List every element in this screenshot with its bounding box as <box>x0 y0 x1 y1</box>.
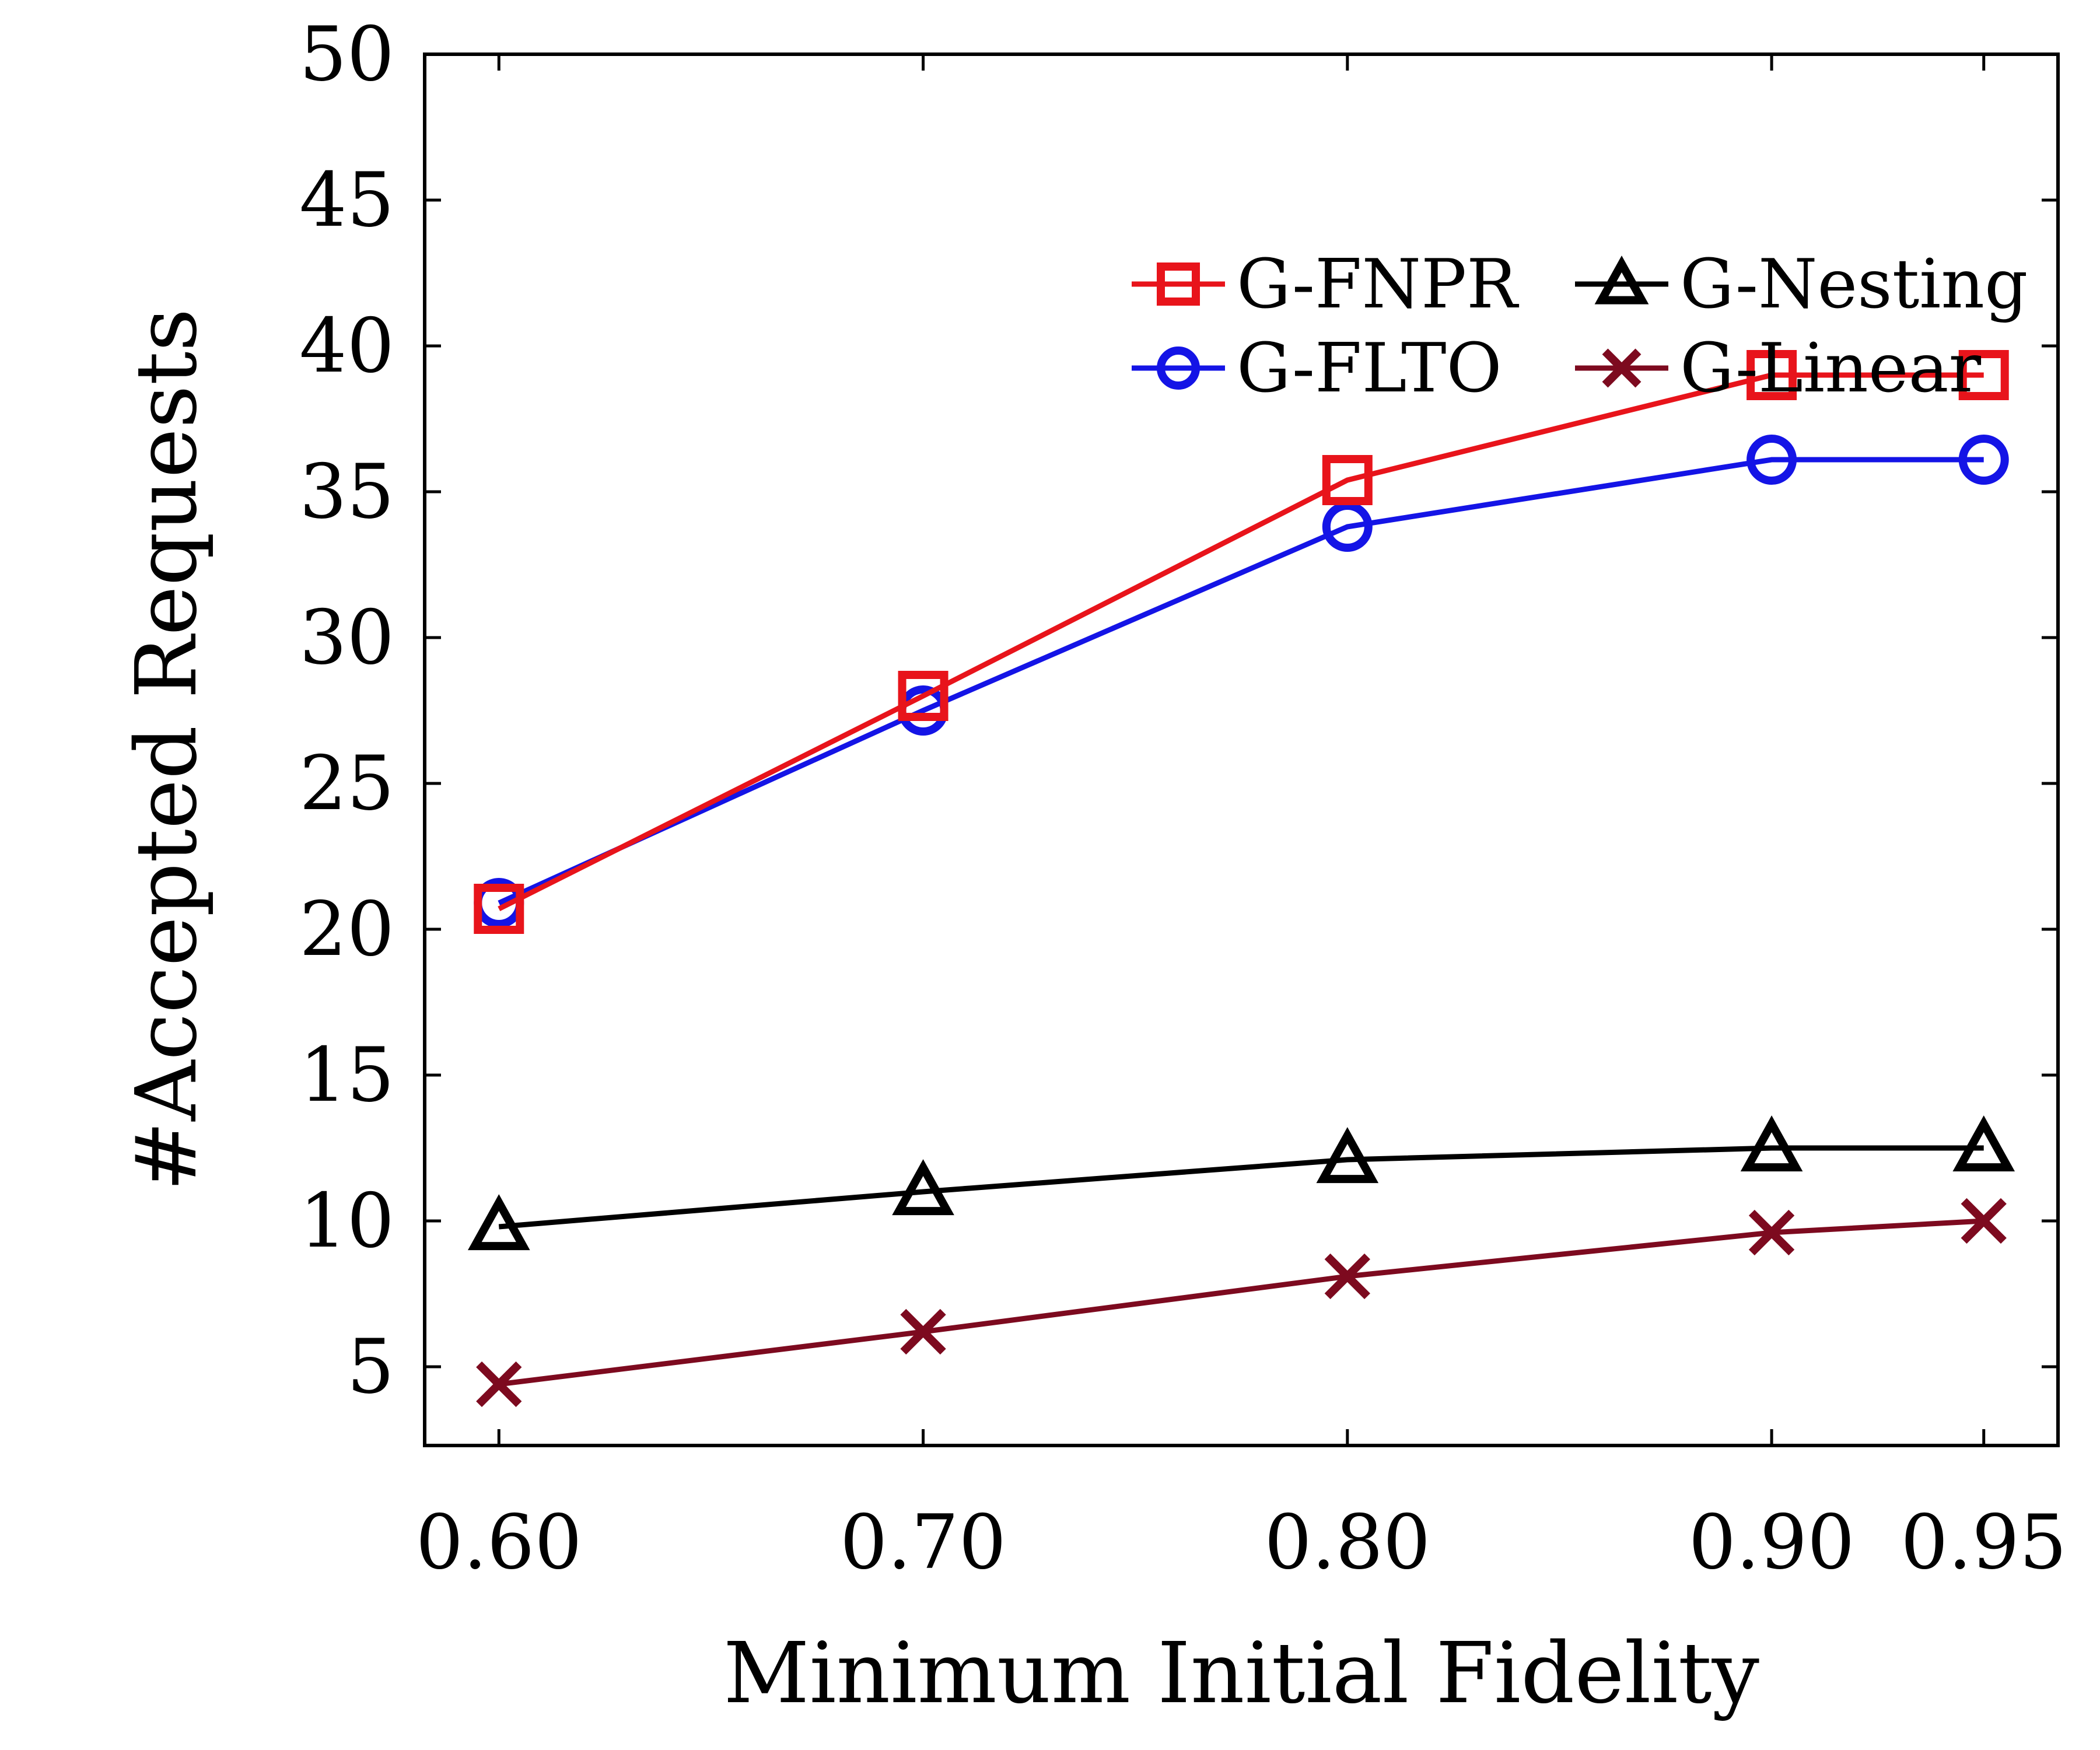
x-tick-label: 0.60 <box>416 1499 582 1586</box>
point-g-flto <box>1322 502 1373 552</box>
point-g-fnpr <box>898 671 949 721</box>
point-g-nesting <box>467 1194 530 1251</box>
y-tick-label: 35 <box>299 449 394 536</box>
legend-item-g-flto: G-FLTO <box>1132 329 1502 408</box>
series-g-fnpr <box>474 350 2009 934</box>
y-tick-label: 15 <box>299 1032 394 1119</box>
x-tick-label: 0.80 <box>1264 1499 1430 1586</box>
legend-label-g-linear: G-Linear <box>1680 329 1982 408</box>
y-tick-label: 30 <box>299 594 394 681</box>
point-g-fnpr <box>1322 455 1373 505</box>
point-g-fnpr <box>1958 350 2009 400</box>
legend-marker-g-fnpr <box>1157 262 1200 306</box>
point-g-linear-stroke <box>1961 1198 2007 1244</box>
x-tick-label: 0.90 <box>1689 1499 1855 1586</box>
point-g-fnpr <box>474 884 524 934</box>
y-tick-label: 45 <box>299 157 394 244</box>
legend-label-g-fnpr: G-FNPR <box>1237 245 1520 324</box>
series-g-linear <box>476 1198 2007 1408</box>
legend-label-g-nesting: G-Nesting <box>1680 245 2028 324</box>
point-g-linear <box>1324 1253 1370 1300</box>
y-tick-label: 50 <box>299 11 394 98</box>
legend-item-g-fnpr: G-FNPR <box>1132 245 1520 324</box>
point-g-fnpr <box>1746 350 1797 400</box>
legend-item-g-linear: G-Linear <box>1575 329 1982 408</box>
y-tick-label: 10 <box>299 1178 394 1265</box>
point-g-nesting <box>892 1159 954 1216</box>
x-tick-label: 0.95 <box>1901 1499 2067 1586</box>
legend-marker-g-nesting <box>1594 256 1649 304</box>
point-g-linear <box>900 1308 946 1355</box>
point-g-linear-stroke <box>900 1308 946 1355</box>
point-g-linear <box>1961 1198 2007 1244</box>
series-line-g-nesting <box>498 1145 1984 1230</box>
legend-item-g-nesting: G-Nesting <box>1575 245 2028 324</box>
plot-frame <box>423 52 2060 1447</box>
legend-marker-g-linear <box>1602 348 1642 388</box>
point-g-linear-stroke <box>1748 1209 1795 1256</box>
y-tick-label: 5 <box>347 1324 394 1410</box>
point-g-nesting <box>1316 1127 1379 1184</box>
point-g-linear-stroke <box>476 1361 522 1408</box>
point-g-linear-stroke <box>1324 1253 1370 1300</box>
series-line-g-fnpr <box>498 372 1984 912</box>
y-tick-label: 25 <box>299 740 394 827</box>
point-g-nesting <box>1952 1115 2015 1172</box>
y-tick-label: 40 <box>299 303 394 390</box>
series-g-nesting <box>467 1115 2015 1251</box>
legend-label-g-flto: G-FLTO <box>1237 329 1502 408</box>
point-g-flto <box>1958 435 2009 485</box>
series-line-g-flto <box>498 457 1984 906</box>
legend-marker-g-flto <box>1157 346 1200 390</box>
point-g-nesting <box>1740 1115 1803 1172</box>
y-axis-title: #Accepted Requests <box>117 309 215 1192</box>
point-g-flto <box>1746 435 1797 485</box>
series-g-flto <box>474 435 2009 928</box>
x-tick-label: 0.70 <box>840 1499 1006 1586</box>
axes: 5 10 15 20 25 30 35 40 45 50 0.60 0.70 0.80 0.90 0.95 <box>299 11 2067 1586</box>
series-layer <box>467 350 2015 1408</box>
point-g-linear <box>1748 1209 1795 1256</box>
point-g-linear <box>476 1361 522 1408</box>
legend-marker-g-linear-stroke <box>1602 348 1642 388</box>
y-tick-label: 20 <box>299 886 394 973</box>
x-axis-title: Minimum Initial Fidelity <box>723 1624 1759 1722</box>
